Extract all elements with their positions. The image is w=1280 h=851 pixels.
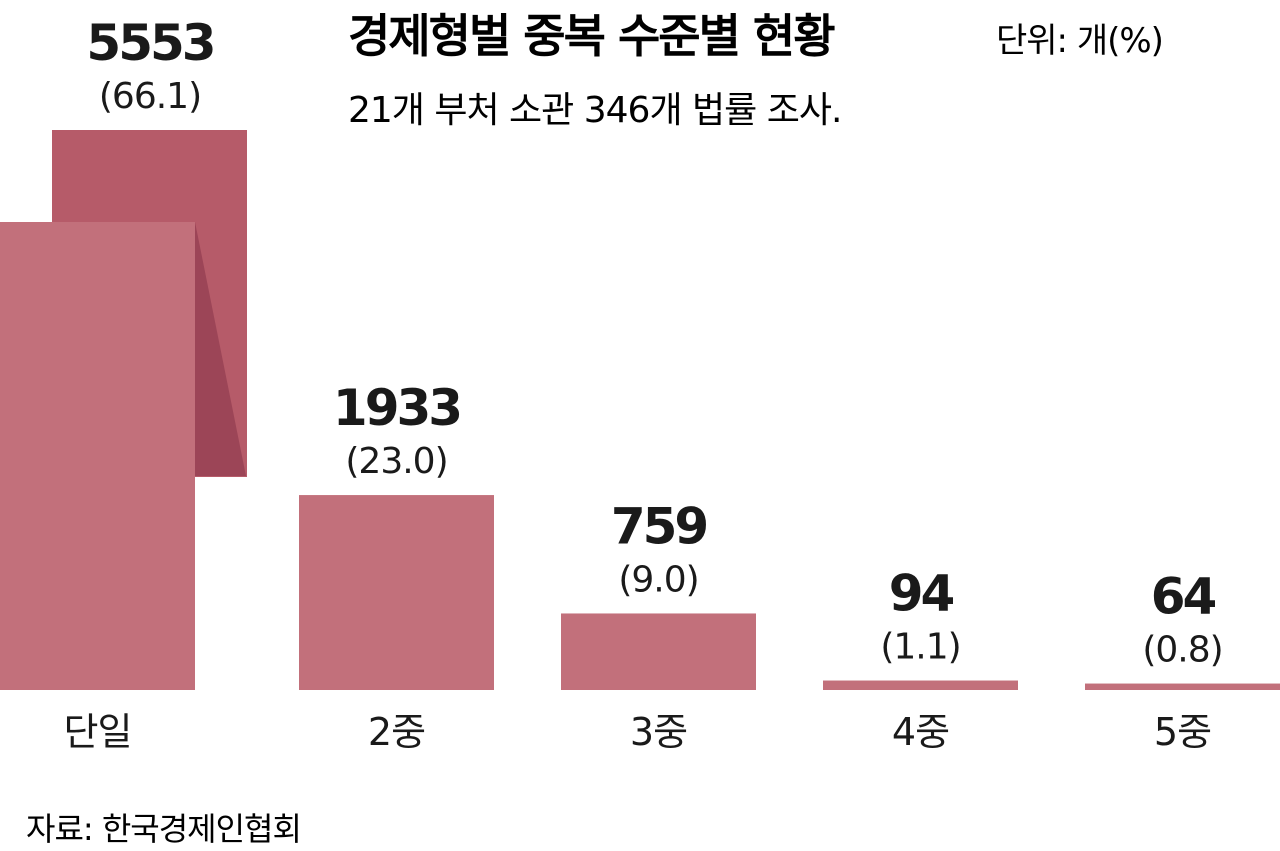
percent-label-4: (0.8) — [1142, 630, 1222, 671]
category-label-0: 단일 — [64, 710, 132, 754]
bar-4 — [1085, 683, 1280, 690]
category-label-1: 2중 — [368, 710, 425, 754]
percent-label-1: (23.0) — [345, 441, 447, 482]
bar-0-fold — [195, 222, 246, 476]
category-label-3: 4중 — [892, 710, 949, 754]
bar-1 — [299, 495, 494, 690]
chart-title: 경제형벌 중복 수준별 현황 — [348, 9, 835, 63]
chart-subtitle: 21개 부처 소관 346개 법률 조사. — [348, 90, 841, 131]
value-label-0: 5553 — [86, 14, 213, 72]
bar-0 — [0, 222, 195, 690]
bar-3 — [823, 680, 1018, 690]
value-label-2: 759 — [611, 497, 707, 555]
value-label-1: 1933 — [333, 379, 460, 437]
value-label-3: 94 — [889, 565, 954, 623]
bar-2 — [561, 613, 756, 690]
source-note: 자료: 한국경제인협회 — [26, 810, 301, 848]
category-label-2: 3중 — [630, 710, 687, 754]
value-labels-group: 5553(66.1) 1933(23.0) 759(9.0) 94(1.1) 64(0.… — [86, 14, 1223, 671]
bars-group — [0, 130, 1280, 690]
percent-label-0: (66.1) — [99, 76, 201, 117]
percent-label-3: (1.1) — [880, 627, 960, 668]
percent-label-2: (9.0) — [618, 559, 698, 600]
unit-label: 단위: 개(%) — [996, 21, 1163, 61]
value-label-4: 64 — [1151, 568, 1216, 626]
category-label-4: 5중 — [1154, 710, 1211, 754]
category-labels-group: 단일 2중 3중 4중 5중 — [64, 710, 1213, 754]
